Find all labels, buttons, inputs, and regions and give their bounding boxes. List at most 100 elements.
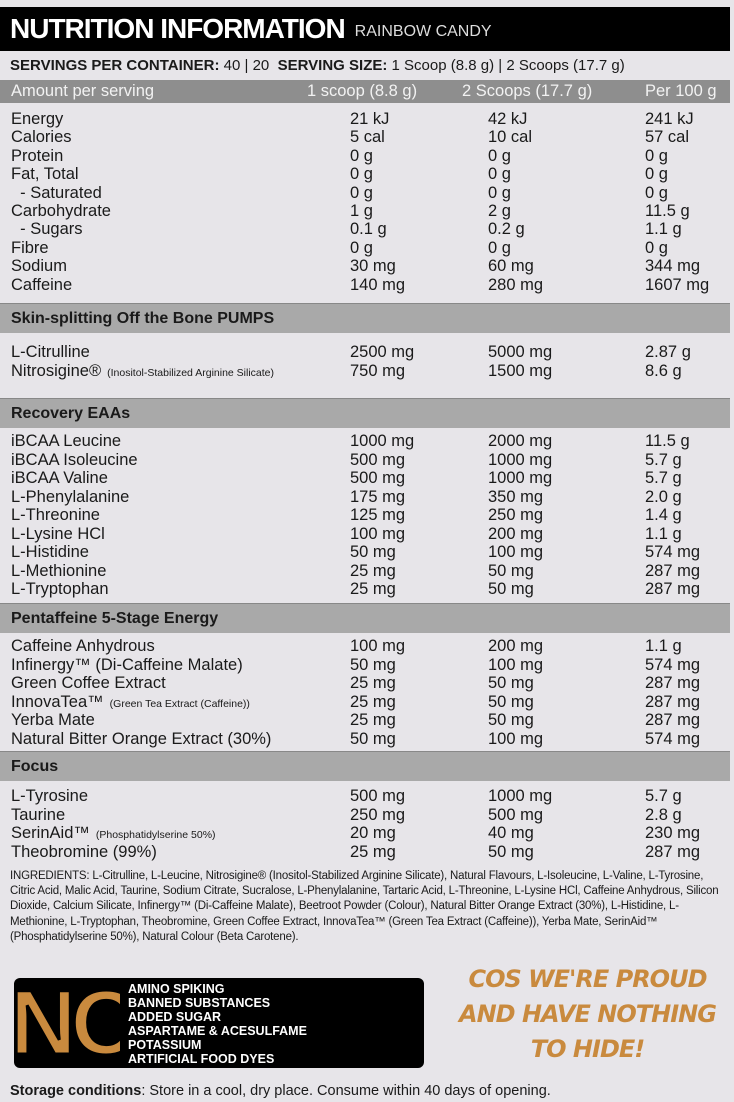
row-value: 50 mg: [488, 674, 534, 692]
storage-conditions: Storage conditions: Store in a cool, dry…: [10, 1083, 551, 1100]
no-item: ASPARTAME & ACESULFAME: [128, 1024, 307, 1038]
table-row: iBCAA Valine 500 mg 1000 mg 5.7 g: [0, 469, 734, 487]
table-row: L-Methionine 25 mg 50 mg 287 mg: [0, 562, 734, 580]
row-value: 50 mg: [488, 842, 534, 861]
row-value: 2.0 g: [645, 487, 682, 506]
row-label: Protein: [11, 146, 64, 165]
row-value: 287 mg: [645, 674, 701, 692]
row-value: 750 mg: [350, 361, 406, 380]
slogan-line: TO HIDE!: [530, 1035, 645, 1063]
no-item: ADDED SUGAR: [128, 1010, 222, 1024]
serving-size-label: SERVING SIZE:: [277, 57, 388, 74]
section-header: Pentaffeine 5-Stage Energy: [0, 603, 730, 633]
row-value: 100 mg: [488, 729, 544, 748]
row-value: 500 mg: [350, 450, 406, 469]
row-value: 175 mg: [350, 487, 406, 506]
no-item: AMINO SPIKING: [128, 982, 225, 996]
row-value: 140 mg: [350, 275, 406, 294]
row-value: 21 kJ: [350, 110, 390, 128]
row-value: 250 mg: [350, 805, 406, 824]
row-value: 241 kJ: [645, 110, 694, 128]
table-row: Green Coffee Extract 25 mg 50 mg 287 mg: [0, 674, 734, 692]
row-label: L-Lysine HCl: [11, 524, 105, 543]
row-value: 1000 mg: [488, 450, 553, 469]
row-value: 574 mg: [645, 543, 701, 561]
table-row: SerinAid™ (Phosphatidylserine 50%) 20 mg 40…: [0, 824, 734, 842]
table-row: iBCAA Leucine 1000 mg 2000 mg 11.5 g: [0, 432, 734, 450]
servings-label: SERVINGS PER CONTAINER:: [10, 57, 220, 74]
row-value: 1.1 g: [645, 524, 682, 543]
row-value: 5 cal: [350, 128, 385, 147]
table-row: Nitrosigine® (Inositol-Stabilized Arginin…: [0, 362, 734, 380]
row-label: L-Methionine: [11, 561, 107, 580]
row-label-wrap: Nitrosigine® (Inositol-Stabilized Arginin…: [11, 362, 274, 382]
no-badge-box: [14, 978, 424, 1068]
row-label: L-Citrulline: [11, 343, 90, 361]
no-item: POTASSIUM: [128, 1038, 202, 1052]
row-value: 280 mg: [488, 275, 544, 294]
row-value: 500 mg: [350, 469, 406, 487]
row-value: 50 mg: [488, 561, 534, 580]
section-header: Focus: [0, 751, 730, 781]
row-label: L-Histidine: [11, 543, 89, 561]
row-value: 287 mg: [645, 842, 701, 861]
no-item: ARTIFICIAL FOOD DYES: [128, 1052, 275, 1066]
no-badge-list: AMINO SPIKING BANNED SUBSTANCES ADDED SU…: [128, 982, 307, 1066]
slogan-line: COS WE'RE PROUD: [468, 965, 708, 993]
row-value: 250 mg: [488, 506, 544, 524]
servings-value: 40 | 20: [223, 57, 270, 74]
row-value: 2.87 g: [645, 343, 691, 361]
row-value: 5.7 g: [645, 787, 682, 805]
row-value: 25 mg: [350, 711, 396, 729]
row-value: 50 mg: [350, 655, 396, 674]
row-label: Caffeine: [11, 275, 73, 294]
row-value: 0 g: [350, 165, 373, 184]
table-row: Protein 0 g 0 g 0 g: [0, 147, 734, 165]
row-label-wrap: InnovaTea™ (Green Tea Extract (Caffeine)): [11, 693, 250, 713]
column-header: Per 100 g: [645, 82, 717, 100]
row-value: 0 g: [350, 146, 373, 165]
column-header-row: Amount per serving 1 scoop (8.8 g) 2 Sco…: [0, 80, 730, 103]
table-row: - Sugars 0.1 g 0.2 g 1.1 g: [0, 220, 734, 238]
table-row: Infinergy™ (Di-Caffeine Malate) 50 mg 100 …: [0, 656, 734, 674]
row-value: 0 g: [488, 165, 511, 184]
row-label: Fat, Total: [11, 165, 79, 184]
row-value: 287 mg: [645, 692, 701, 711]
table-row: - Saturated 0 g 0 g 0 g: [0, 184, 734, 202]
row-value: 10 cal: [488, 128, 533, 147]
row-value: 25 mg: [350, 580, 396, 598]
title-bar: NUTRITION INFORMATION RAINBOW CANDY: [0, 7, 730, 51]
table-row: L-Tyrosine 500 mg 1000 mg 5.7 g: [0, 787, 734, 805]
table-row: Theobromine (99%) 25 mg 50 mg 287 mg: [0, 843, 734, 861]
row-label: - Saturated: [11, 183, 102, 202]
row-value: 287 mg: [645, 711, 701, 729]
row-value: 50 mg: [350, 729, 396, 748]
row-value: 40 mg: [488, 824, 534, 842]
section-header: Skin-splitting Off the Bone PUMPS: [0, 303, 730, 333]
row-value: 2500 mg: [350, 343, 415, 361]
slogan: COS WE'RE PROUD AND HAVE NOTHING TO HIDE…: [445, 962, 730, 1067]
row-value: 5.7 g: [645, 469, 682, 487]
row-value: 1000 mg: [350, 432, 415, 450]
row-label: Natural Bitter Orange Extract (30%): [11, 729, 272, 748]
table-row: Carbohydrate 1 g 2 g 11.5 g: [0, 202, 734, 220]
row-value: 50 mg: [488, 711, 534, 729]
column-header: 1 scoop (8.8 g): [307, 82, 418, 100]
ingredients-text: INGREDIENTS: L-Citrulline, L-Leucine, Ni…: [10, 870, 719, 943]
row-label: Taurine: [11, 805, 66, 824]
row-value: 1.1 g: [645, 220, 682, 239]
table-row: L-Citrulline 2500 mg 5000 mg 2.87 g: [0, 343, 734, 361]
row-value: 57 cal: [645, 128, 690, 147]
table-row: Taurine 250 mg 500 mg 2.8 g: [0, 806, 734, 824]
row-label: Yerba Mate: [11, 711, 95, 729]
row-value: 0.1 g: [350, 220, 387, 239]
row-label: Theobromine (99%): [11, 842, 157, 861]
row-value: 50 mg: [350, 543, 396, 561]
row-sublabel: (Phosphatidylserine 50%): [95, 829, 216, 841]
row-value: 11.5 g: [645, 202, 690, 220]
row-value: 100 mg: [350, 637, 406, 655]
row-value: 20 mg: [350, 824, 396, 842]
table-row: Fibre 0 g 0 g 0 g: [0, 239, 734, 257]
row-value: 1000 mg: [488, 787, 553, 805]
row-value: 500 mg: [488, 805, 544, 824]
